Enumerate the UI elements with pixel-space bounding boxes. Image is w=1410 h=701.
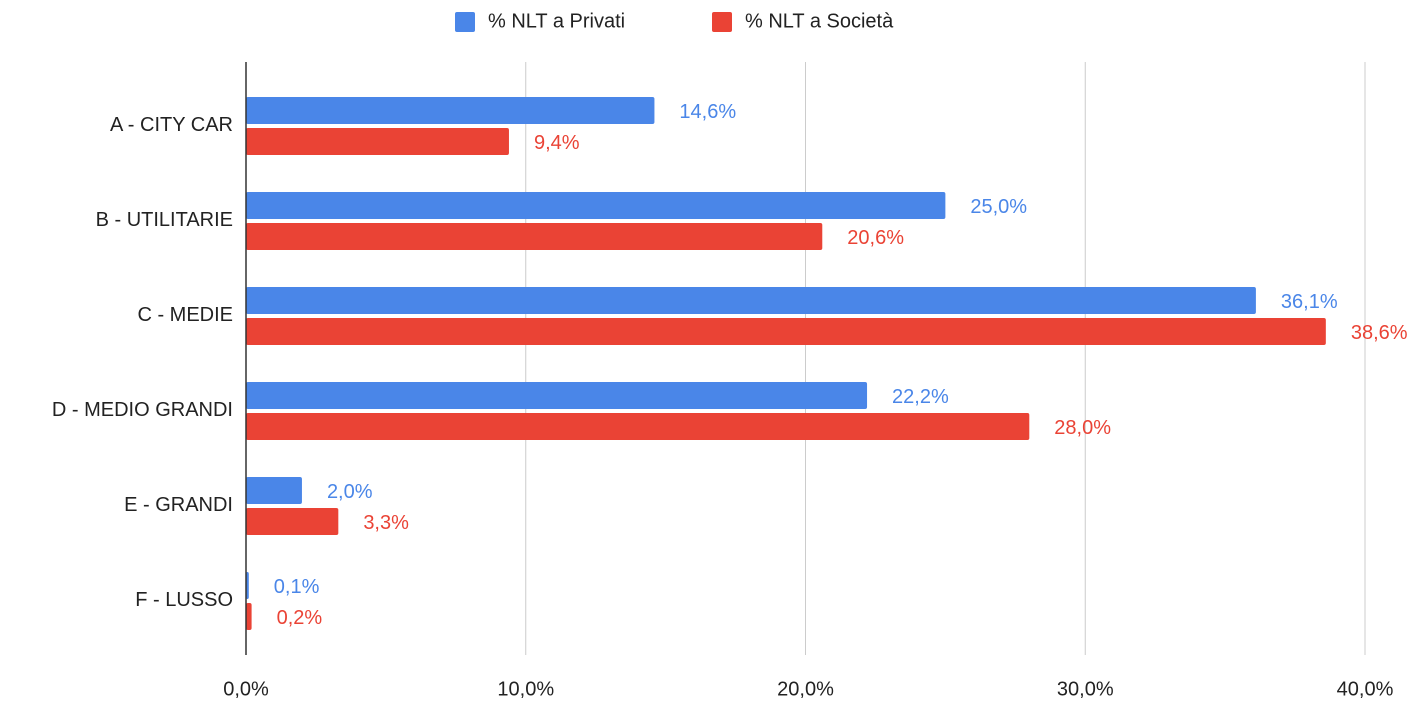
x-tick-label: 10,0% [497, 678, 554, 700]
value-label: 0,1% [274, 576, 320, 598]
value-label: 9,4% [534, 132, 580, 154]
bar [246, 382, 868, 409]
value-label: 25,0% [970, 196, 1027, 218]
bar [246, 287, 1256, 314]
x-tick-label: 40,0% [1337, 678, 1394, 700]
x-tick-label: 30,0% [1057, 678, 1114, 700]
x-tick-label: 0,0% [223, 678, 269, 700]
value-label: 28,0% [1054, 417, 1111, 439]
x-tick-label: 20,0% [777, 678, 834, 700]
bar [246, 223, 823, 250]
value-label: 0,2% [277, 607, 323, 629]
bar [246, 128, 509, 155]
value-label: 20,6% [847, 227, 904, 249]
y-tick-label: B - UTILITARIE [96, 209, 233, 231]
legend-swatch [455, 12, 475, 32]
legend-label: % NLT a Privati [488, 10, 625, 32]
y-tick-label: E - GRANDI [124, 494, 233, 516]
bar [246, 603, 252, 630]
value-label: 3,3% [363, 512, 409, 534]
y-tick-label: D - MEDIO GRANDI [52, 399, 233, 421]
bar [246, 318, 1326, 345]
value-label: 36,1% [1281, 291, 1338, 313]
y-tick-label: C - MEDIE [137, 304, 233, 326]
value-label: 2,0% [327, 481, 373, 503]
bar [246, 508, 339, 535]
bar [246, 97, 655, 124]
value-label: 22,2% [892, 386, 949, 408]
value-label: 14,6% [679, 101, 736, 123]
bar [246, 413, 1030, 440]
legend-label: % NLT a Società [745, 10, 894, 32]
y-tick-label: F - LUSSO [135, 589, 233, 611]
bar [246, 477, 302, 504]
value-label: 38,6% [1351, 322, 1408, 344]
legend-swatch [712, 12, 732, 32]
y-tick-label: A - CITY CAR [110, 114, 233, 136]
bar [246, 192, 946, 219]
